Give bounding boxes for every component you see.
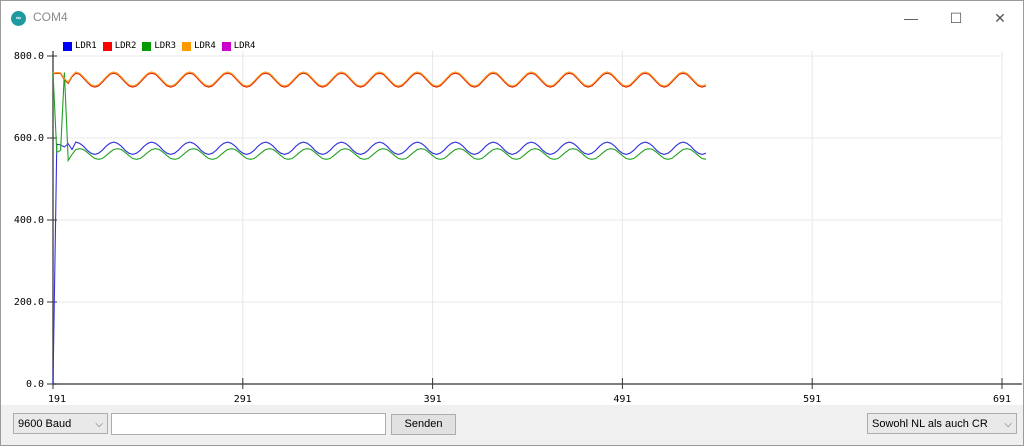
legend-label: LDR4 — [233, 41, 256, 51]
bottom-bar: 9600 Baud ⌵ Senden Sowohl NL als auch CR… — [1, 405, 1023, 445]
legend-swatch — [63, 41, 72, 51]
y-tick-label: 400.0 — [14, 215, 44, 226]
x-tick-label: 691 — [993, 394, 1011, 405]
arduino-icon: ∞ — [11, 11, 26, 26]
legend-label: LDR1 — [75, 41, 97, 51]
x-tick-label: 191 — [48, 394, 66, 405]
line-ending-value: Sowohl NL als auch CR — [872, 418, 988, 430]
legend-item: LDR3 — [142, 41, 176, 51]
legend: LDR1 LDR2 LDR3 LDR4 LDR4 — [63, 41, 255, 51]
y-tick-label: 200.0 — [14, 297, 44, 308]
legend-label: LDR3 — [154, 41, 177, 51]
series-line-ldr3 — [52, 72, 707, 163]
baud-rate-value: 9600 Baud — [18, 418, 72, 430]
serial-input[interactable] — [111, 413, 386, 435]
window-title: COM4 — [33, 10, 68, 24]
baud-rate-select[interactable]: 9600 Baud ⌵ — [13, 413, 108, 434]
y-tick-label: 800.0 — [14, 51, 44, 62]
legend-swatch — [102, 41, 112, 51]
legend-item: LDR2 — [102, 41, 137, 51]
x-tick-label: 491 — [613, 394, 631, 405]
chevron-down-icon: ⌵ — [1004, 419, 1012, 430]
y-tick-label: 0.0 — [26, 379, 44, 390]
x-tick-label: 591 — [803, 394, 821, 405]
series-line-ldr4 — [52, 71, 707, 87]
title-bar: ∞ COM4 — ☐ ✕ — [1, 1, 1023, 35]
legend-item: LDR4 — [221, 41, 256, 51]
legend-swatch — [221, 41, 231, 51]
x-tick-label: 391 — [424, 394, 442, 405]
plot-area: 0.0 200.0 400.0 600.0 800.0 191 291 391 491 591 69… — [14, 51, 1022, 405]
legend-item: LDR1 — [63, 41, 97, 51]
legend-item: LDR4 — [182, 41, 216, 51]
y-tick-label: 600.0 — [14, 133, 44, 144]
close-button[interactable]: ✕ — [994, 10, 1006, 26]
legend-swatch — [182, 41, 192, 51]
minimize-button[interactable]: — — [904, 10, 918, 26]
line-ending-select[interactable]: Sowohl NL als auch CR ⌵ — [867, 413, 1017, 434]
chevron-down-icon: ⌵ — [95, 419, 103, 430]
series-line-ldr2 — [52, 72, 707, 88]
legend-swatch — [142, 41, 152, 51]
x-tick-label: 291 — [234, 394, 252, 405]
legend-label: LDR2 — [114, 41, 137, 51]
send-button[interactable]: Senden — [391, 414, 456, 435]
maximize-button[interactable]: ☐ — [949, 10, 963, 26]
legend-label: LDR4 — [194, 41, 216, 51]
series-line-ldr1 — [52, 141, 707, 385]
